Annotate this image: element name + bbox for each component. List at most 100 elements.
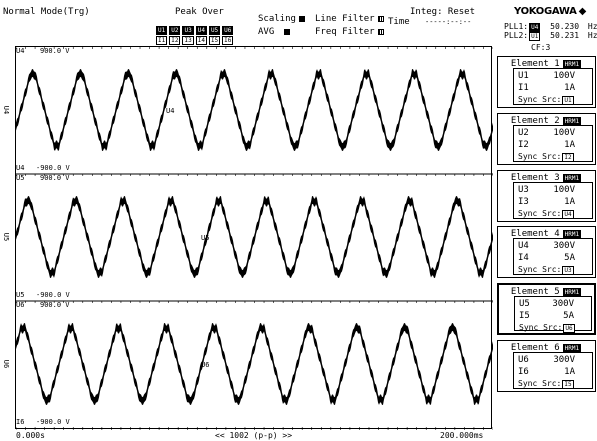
- sync-source: U1: [562, 96, 574, 105]
- trace-top-label: U6: [16, 301, 25, 309]
- sync-source: U6: [563, 324, 575, 333]
- trace-top-value: 900.0 V: [40, 174, 70, 182]
- pll2-value: 50.231: [550, 31, 580, 40]
- trace-bottom-value: -900.0 V: [36, 291, 70, 299]
- element-title-text: Element 5: [510, 287, 560, 297]
- waveform-i6: [16, 323, 493, 405]
- peak-over-i3: I3: [182, 36, 194, 45]
- time-division-label: << 1002 (p-p) >>: [215, 431, 293, 440]
- integ-status: Integ: Reset: [410, 7, 476, 17]
- line-filter-label: Line Filter: [315, 14, 375, 24]
- element-title-text: Element 3: [510, 173, 560, 183]
- pll1-readout: PLL1: U4 50.230 Hz: [504, 22, 597, 32]
- scaling-off-icon: [298, 15, 305, 22]
- element-inner-frame: [513, 238, 593, 275]
- voltage-label: U1: [518, 71, 529, 81]
- trace-top-value: 900.0 V: [40, 301, 70, 309]
- element-title-text: Element 4: [510, 229, 560, 239]
- element-panel-3[interactable]: Element 3 HRM1 U3 100V I3 1A Sync Src: U4: [497, 170, 596, 222]
- element-title-text: Element 6: [510, 343, 560, 353]
- waveform-display: U4 U5 U6: [15, 46, 493, 430]
- trace-left-marker: U6: [2, 359, 11, 368]
- element-inner-frame: [513, 125, 593, 162]
- freq-filter-icon: [377, 28, 384, 35]
- trace-top-value: 900.0 V: [40, 47, 70, 55]
- brand-name: YOKOGAWA: [514, 6, 577, 17]
- voltage-range: 100V: [553, 185, 575, 195]
- element-panel-2[interactable]: Element 2 HRM1 U2 100V I2 1A Sync Src: I2: [497, 113, 596, 165]
- current-range: 5A: [563, 311, 574, 321]
- sync-label: Sync Src:: [518, 152, 562, 161]
- element-inner-frame: [513, 352, 593, 389]
- peak-over-u5: U5: [208, 26, 221, 35]
- scaling-label: Scaling: [258, 14, 296, 24]
- avg-label: AVG: [258, 27, 275, 37]
- waveform-marker: U5: [201, 234, 209, 242]
- peak-over-u4: U4: [195, 26, 207, 35]
- voltage-label: U3: [518, 185, 529, 195]
- diamond-icon: ◆: [578, 6, 587, 17]
- time-start: 0.000s: [16, 431, 45, 440]
- time-label: Time: [388, 17, 410, 27]
- peak-over-i1: I1: [156, 36, 168, 45]
- peak-over-i2: I2: [169, 36, 181, 45]
- trace-bottom-label: I6: [16, 418, 25, 426]
- voltage-range: 300V: [553, 355, 575, 365]
- element-title-text: Element 2: [510, 116, 560, 126]
- voltage-label: U6: [518, 355, 529, 365]
- sync-source: I2: [562, 153, 574, 162]
- trace-bottom-value: -900.0 V: [36, 164, 70, 172]
- trace-top-label: U4: [16, 47, 25, 55]
- crest-factor: CF:3: [531, 43, 551, 52]
- trace-bottom-label: U5: [16, 291, 25, 299]
- current-range: 5A: [564, 253, 575, 263]
- peak-over-label: Peak Over: [175, 7, 224, 17]
- sync-label: Sync Src:: [519, 323, 563, 332]
- time-end: 200.000ms: [440, 431, 484, 440]
- pll2-readout: PLL2: U1 50.231 Hz: [504, 31, 597, 41]
- waveform-marker: U4: [166, 107, 174, 115]
- waveform-marker: U6: [201, 361, 209, 369]
- trace-left-marker: U4: [2, 105, 11, 114]
- sync-label: Sync Src:: [518, 379, 562, 388]
- current-label: I6: [518, 367, 529, 377]
- pll2-unit: Hz: [587, 31, 597, 40]
- element-panel-1[interactable]: Element 1 HRM1 U1 100V I1 1A Sync Src: U1: [497, 56, 596, 108]
- waveform-u4: [16, 69, 493, 151]
- peak-over-u2: U2: [169, 26, 181, 35]
- pll2-label: PLL2:: [504, 31, 529, 40]
- pll2-source: U1: [529, 32, 541, 41]
- element-inner-frame: [513, 182, 593, 219]
- voltage-label: U5: [519, 299, 530, 309]
- peak-over-u3: U3: [182, 26, 194, 35]
- peak-over-i-indicators: I1 I2 I3 I4 I5 I6: [155, 27, 234, 46]
- peak-over-i6: I6: [222, 36, 234, 45]
- time-value: -----:--:--: [425, 18, 472, 26]
- waveform-svg: U4 U5 U6: [16, 47, 493, 430]
- current-label: I4: [518, 253, 529, 263]
- waveform-u5: [16, 196, 493, 278]
- current-label: I1: [518, 83, 529, 93]
- mode-label: Normal Mode(Trg): [3, 7, 90, 17]
- sync-source: I5: [562, 380, 574, 389]
- trace-bottom-value: -900.0 V: [36, 418, 70, 426]
- trace-left-marker: U5: [2, 232, 11, 241]
- pll1-value: 50.230: [550, 22, 580, 31]
- peak-over-u-indicators: U1 U2 U3 U4 U5 U6: [155, 17, 234, 36]
- element-inner-frame: [514, 296, 592, 331]
- line-filter-indicator: Line Filter: [315, 14, 384, 24]
- voltage-label: U4: [518, 241, 529, 251]
- pll1-source: U4: [529, 23, 541, 32]
- element-panel-6[interactable]: Element 6 HRM1 U6 300V I6 1A Sync Src: I5: [497, 340, 596, 392]
- sync-label: Sync Src:: [518, 95, 562, 104]
- pll1-label: PLL1:: [504, 22, 529, 31]
- element-panel-4[interactable]: Element 4 HRM1 U4 300V I4 5A Sync Src: U3: [497, 226, 596, 278]
- current-range: 1A: [564, 367, 575, 377]
- peak-over-u6: U6: [222, 26, 234, 35]
- avg-indicator: AVG: [258, 27, 291, 37]
- element-panel-5[interactable]: Element 5 HRM1 U5 300V I5 5A Sync Src: U6: [497, 283, 596, 335]
- freq-filter-label: Freq Filter: [315, 27, 375, 37]
- voltage-range: 300V: [553, 241, 575, 251]
- peak-over-i5: I5: [208, 36, 221, 45]
- sync-label: Sync Src:: [518, 209, 562, 218]
